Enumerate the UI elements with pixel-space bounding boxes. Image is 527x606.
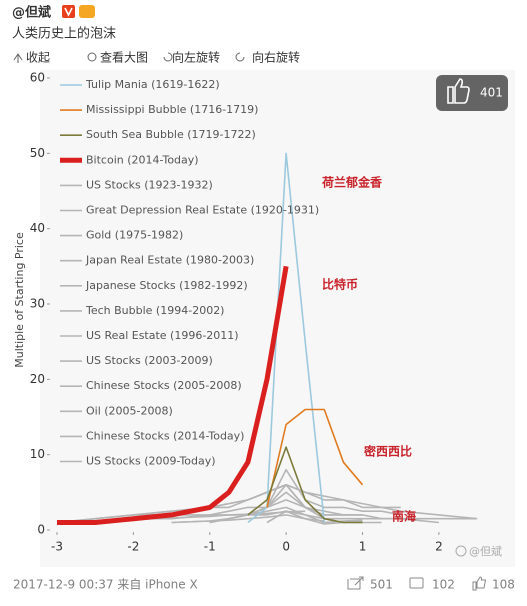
y-tick-label: 40 — [30, 221, 45, 235]
verified-v — [64, 7, 73, 17]
legend-label: Great Depression Real Estate (1920-1931) — [86, 204, 319, 217]
like-count: 401 — [480, 86, 503, 100]
y-tick-label: 20 — [30, 372, 45, 386]
comment-count[interactable]: 102 — [432, 578, 455, 592]
toolbar-button[interactable]: 向左旋转 — [172, 50, 220, 65]
legend-label: Tech Bubble (1994-2002) — [85, 304, 224, 317]
y-tick-label: 10 — [30, 447, 45, 461]
toolbar-button[interactable]: 向右旋转 — [252, 50, 300, 65]
toolbar-button[interactable]: 查看大图 — [100, 51, 148, 65]
legend-label: Japanese Stocks (1982-1992) — [85, 279, 248, 292]
thumb-icon — [447, 78, 470, 104]
x-tick-label: 2 — [435, 540, 443, 554]
x-tick-label: -1 — [204, 540, 216, 554]
y-tick-label: 60 — [30, 71, 45, 85]
x-tick-label: 1 — [359, 540, 367, 554]
icon-repost — [347, 576, 364, 590]
icon-rotate-right — [235, 52, 245, 62]
legend-label: Tulip Mania (1619-1622) — [85, 78, 220, 91]
vip-icon — [79, 5, 95, 18]
post-text: 人类历史上的泡沫 — [12, 26, 116, 42]
annotation: 比特币 — [322, 277, 358, 292]
series-line — [247, 446, 363, 524]
y-tick-label: 30 — [30, 297, 45, 311]
legend-label: Gold (1975-1982) — [86, 229, 183, 242]
y-tick-label: 0 — [37, 523, 45, 537]
series-line — [171, 506, 363, 524]
legend-label: Mississippi Bubble (1716-1719) — [86, 103, 258, 116]
y-tick-label: 50 — [30, 146, 45, 160]
like-badge[interactable] — [436, 75, 508, 111]
repost-count[interactable]: 501 — [370, 578, 393, 592]
like-count[interactable]: 108 — [492, 578, 515, 592]
x-tick-label: -3 — [51, 540, 63, 554]
legend-label: US Stocks (1923-1932) — [86, 178, 213, 191]
legend-label: Bitcoin (2014-Today) — [86, 153, 199, 166]
annotation: 密西西比 — [364, 444, 412, 459]
legend-label: Chinese Stocks (2005-2008) — [86, 379, 242, 392]
legend-label: US Real Estate (1996-2011) — [86, 329, 239, 342]
annotation: 南海 — [392, 509, 416, 524]
x-tick-label: -2 — [127, 540, 139, 554]
toolbar-button[interactable]: 收起 — [26, 51, 50, 65]
legend-label: US Stocks (2003-2009) — [86, 354, 213, 367]
toolbar: 收起 查看大图 向左旋转 向右旋转 — [13, 50, 300, 65]
legend-label: Oil (2005-2008) — [86, 404, 173, 417]
icon-zoom — [87, 52, 97, 62]
legend-label: Chinese Stocks (2014-Today) — [86, 429, 244, 442]
chart: 0 10 20 30 40 50 60 -3 -2 -1 0 1 2 Tulip Mania (1619-… — [30, 71, 478, 554]
series-line — [266, 510, 325, 524]
series-line — [247, 152, 326, 524]
y-axis-label: Multiple of Starting Price — [13, 232, 26, 368]
icon-rotate-left — [163, 52, 173, 62]
x-tick-label: 0 — [282, 540, 290, 554]
annotation: 荷兰郁金香 — [321, 175, 382, 190]
icon-collapse — [13, 53, 23, 63]
watermark: @但斌 — [469, 545, 502, 558]
series-line — [266, 408, 364, 508]
user-name[interactable]: @但斌 — [12, 5, 51, 21]
legend-label: South Sea Bubble (1719-1722) — [86, 128, 256, 141]
series-line — [57, 265, 289, 525]
post-time: 2017-12-9 00:37 来自 iPhone X — [13, 578, 198, 592]
legend-label: US Stocks (2009-Today) — [86, 455, 216, 468]
icon-like — [472, 576, 487, 591]
weibo-logo — [455, 545, 467, 557]
legend-label: Japan Real Estate (1980-2003) — [85, 254, 254, 267]
icon-comment — [409, 577, 424, 589]
